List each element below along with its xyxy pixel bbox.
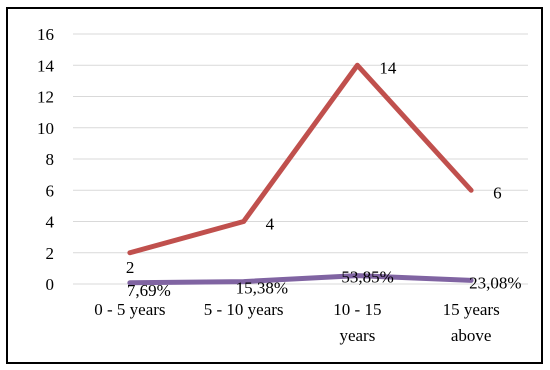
y-tick-label: 0 (46, 275, 55, 294)
x-tick-label: above (451, 326, 492, 345)
y-tick-label: 4 (46, 213, 55, 232)
data-label: 53,85% (341, 268, 393, 287)
x-tick-label: 15 years (443, 300, 500, 319)
y-tick-label: 14 (37, 56, 55, 75)
data-label: 23,08% (469, 273, 521, 292)
data-labels: 2 4 14 6 7,69% 15,38% 53,85% 23,08% (126, 58, 522, 300)
series-line-2 (127, 273, 474, 286)
y-tick-label: 2 (46, 244, 55, 263)
x-tick-label: 5 - 10 years (204, 300, 284, 319)
y-tick-label: 8 (46, 150, 55, 169)
data-label: 7,69% (127, 281, 171, 300)
chart-frame (6, 7, 543, 364)
series-line-1 (127, 62, 474, 256)
x-tick-label: 0 - 5 years (94, 300, 165, 319)
data-label: 15,38% (236, 279, 288, 298)
y-tick-label: 10 (37, 119, 54, 138)
y-tick-label: 16 (37, 25, 54, 44)
series-lines (127, 62, 474, 286)
x-tick-label: years (339, 326, 375, 345)
y-tick-label: 12 (37, 88, 54, 107)
data-label: 14 (379, 58, 397, 77)
data-label: 4 (266, 215, 275, 234)
data-label: 6 (493, 183, 502, 202)
y-tick-label: 6 (46, 181, 55, 200)
gridlines (73, 33, 528, 285)
x-tick-label: 10 - 15 (333, 300, 381, 319)
y-axis: 0 2 4 6 8 10 12 14 16 (37, 25, 55, 294)
data-label: 2 (126, 258, 135, 277)
